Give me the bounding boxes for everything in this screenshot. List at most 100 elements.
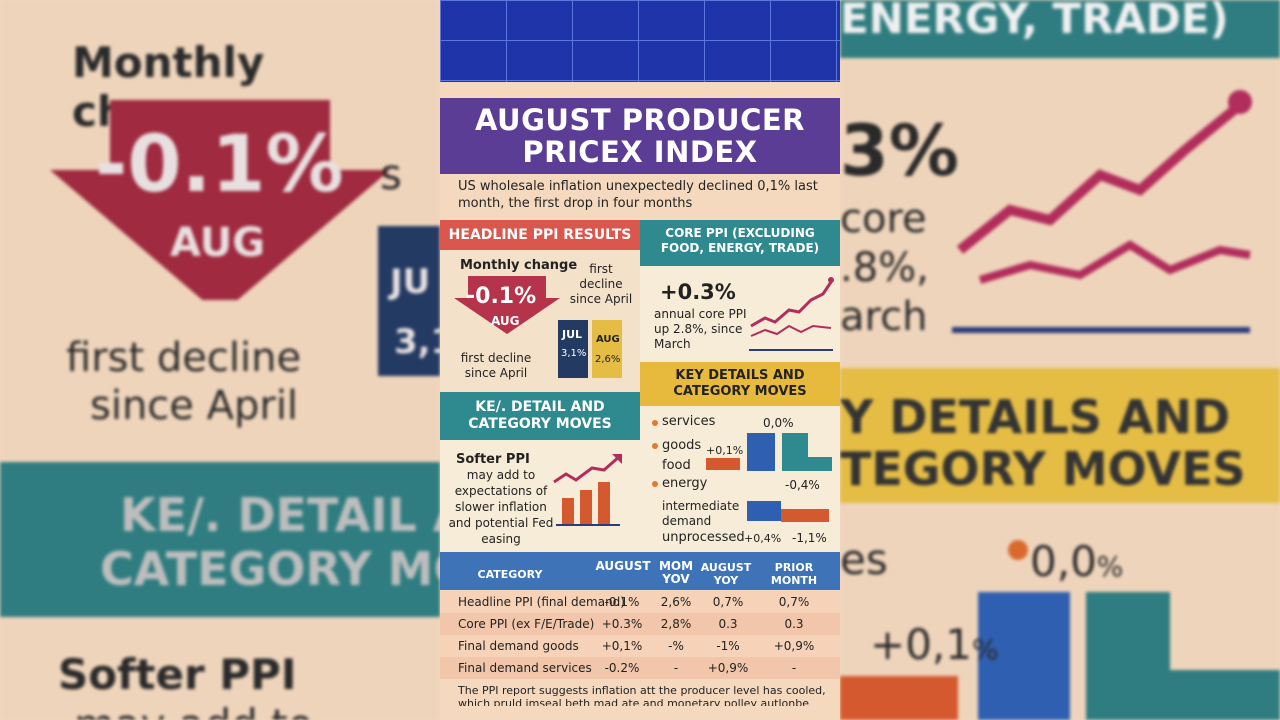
table-cell: 2,8%	[660, 617, 692, 631]
services-dot	[652, 420, 658, 426]
table-cell: -0.2%	[604, 661, 640, 675]
headline-value: -0.1%	[466, 284, 537, 309]
bg-softer: Softer PPI	[58, 650, 297, 699]
core-line-chart	[749, 277, 834, 351]
bg-key-line1: KE/. DETAIL AN	[120, 488, 440, 542]
page-title: AUGUST PRODUCER PRICEX INDEX	[475, 103, 805, 169]
bg-right-dot	[1008, 540, 1028, 560]
bg-right-00: 0,0%	[1030, 537, 1124, 586]
bg-right-march: arch	[840, 294, 928, 340]
softer-ppi-body: may add to expectations of slower inflat…	[448, 468, 554, 546]
goods-swatch	[706, 458, 740, 470]
first-decline-bottom: first decline since April	[460, 351, 532, 380]
th-prior-month: PRIOR MONTH	[770, 561, 818, 587]
bar-aug-value: 2,6%	[595, 354, 621, 365]
table-cell: +0.3%	[601, 617, 643, 631]
rising-bars-chart	[553, 454, 622, 526]
bg-teal-band	[0, 462, 440, 617]
table-cell: -%	[668, 639, 684, 653]
energy-label: energy	[662, 476, 708, 491]
background-left: Monthly change -0.1% AUG s JU 3,1 first …	[0, 0, 440, 720]
bg-right-bar1	[978, 592, 1070, 720]
th-mom: MOM YOV	[658, 559, 694, 586]
bg-jul: JU	[390, 262, 431, 302]
table-row: Headline PPI (final demand) -0.1% 2,6% 0…	[440, 591, 840, 613]
table-cell: Headline PPI (final demand)	[458, 595, 625, 609]
blue-grid-banner	[440, 0, 840, 82]
bg-value: -0.1%	[95, 120, 344, 210]
bg-right-key2: TEGORY MOVES	[840, 442, 1246, 496]
bg-right-bar2	[1086, 592, 1170, 670]
title-bar	[440, 98, 840, 174]
table-cell: +0,1%	[601, 639, 643, 653]
key-right-header: KEY DETAILS AND CATEGORY MOVES	[640, 362, 840, 406]
bg-since-april: since April	[90, 383, 299, 429]
bg-right-bar3	[1086, 670, 1280, 720]
bg-right-yellow-band	[840, 368, 1280, 503]
down-arrow-icon	[454, 276, 560, 334]
bg-month: AUG	[170, 220, 266, 266]
bg-right-orange	[840, 676, 958, 720]
bg-jul-bar	[378, 226, 440, 376]
intermediate-bar-blue	[747, 501, 781, 521]
bg-right-line-chart	[952, 90, 1252, 333]
goods-dot	[652, 443, 658, 449]
headline-header: HEADLINE PPI RESULTS	[440, 220, 640, 250]
table-row: Core PPI (ex F/E/Trade) +0.3% 2,8% 0.3 0…	[440, 613, 840, 635]
bg-down-arrow-icon	[50, 100, 390, 300]
bg-key-line2: CATEGORY MOV	[100, 542, 440, 596]
services-label: services	[662, 414, 716, 429]
services-value: 0,0%	[763, 416, 794, 430]
bg-right-key1: Y DETAILS AND	[840, 390, 1231, 444]
bg-right-01: +0,1%	[870, 620, 999, 669]
bar-aug	[592, 320, 622, 378]
table-cell: +0,9%	[707, 661, 749, 675]
bg-may-add: may add to	[74, 700, 313, 720]
table-cell: Core PPI (ex F/E/Trade)	[458, 617, 595, 631]
core-header: CORE PPI (EXCLUDING FOOD, ENERGY, TRADE)	[640, 220, 840, 266]
spacer	[440, 82, 840, 98]
services-bar	[747, 433, 775, 471]
core-value: +0.3%	[660, 280, 736, 304]
energy-dot	[652, 481, 658, 487]
th-august-yoy: AUGUST YOY	[700, 561, 752, 587]
table-cell: Final demand goods	[458, 639, 579, 653]
bg-right-teal-top	[840, 0, 1280, 58]
bg-right-28: .8%,	[840, 245, 929, 291]
bg-right-pct: 3%	[840, 110, 959, 192]
table-cell: +0,9%	[773, 639, 815, 653]
teal-bar-bottom	[782, 457, 832, 471]
bg-first-decline: first decline	[66, 335, 302, 381]
teal-bar-top	[782, 433, 808, 457]
intermediate-bar-orange	[781, 509, 829, 522]
bg-right-es: es	[840, 535, 888, 584]
bg-right-top: ENERGY, TRADE)	[840, 0, 1229, 43]
th-category: CATEGORY	[477, 568, 543, 581]
footer-edge	[440, 706, 840, 720]
bar-jul	[558, 320, 588, 378]
goods-value: +0,1%	[706, 444, 744, 457]
bg-jul-val: 3,1	[394, 322, 440, 362]
softer-ppi: Softer PPI	[456, 452, 530, 467]
bar-jul-label: JUL	[562, 328, 583, 341]
unprocessed-value-2: -1,1%	[792, 531, 827, 545]
table-cell: -	[791, 661, 797, 675]
table-cell: -1%	[716, 639, 740, 653]
infographic: AUGUST PRODUCER PRICEX INDEX US wholesal…	[440, 0, 840, 720]
page-subtitle: US wholesale inflation unexpectedly decl…	[458, 179, 818, 211]
th-august: AUGUST	[595, 559, 651, 573]
table-cell: 0.3	[718, 617, 738, 631]
intermediate-label: intermediate demand	[662, 499, 740, 528]
core-desc: annual core PPI up 2.8%, since March	[654, 307, 747, 351]
bar-jul-value: 3,1%	[561, 348, 587, 359]
table-cell: 2,6%	[660, 595, 692, 609]
table-row: Final demand services -0.2% - +0,9% -	[440, 657, 840, 679]
unprocessed-label: unprocessed	[662, 530, 745, 545]
bar-aug-label: AUG	[596, 334, 620, 345]
table-cell: 0,7%	[712, 595, 744, 609]
table-cell: -0.1%	[604, 595, 640, 609]
goods-label: goods	[662, 438, 702, 453]
bg-right-core: core	[840, 196, 927, 242]
background-right: ENERGY, TRADE) 3% core .8%, arch Y DETAI…	[840, 0, 1280, 720]
food-label: food	[662, 458, 691, 473]
